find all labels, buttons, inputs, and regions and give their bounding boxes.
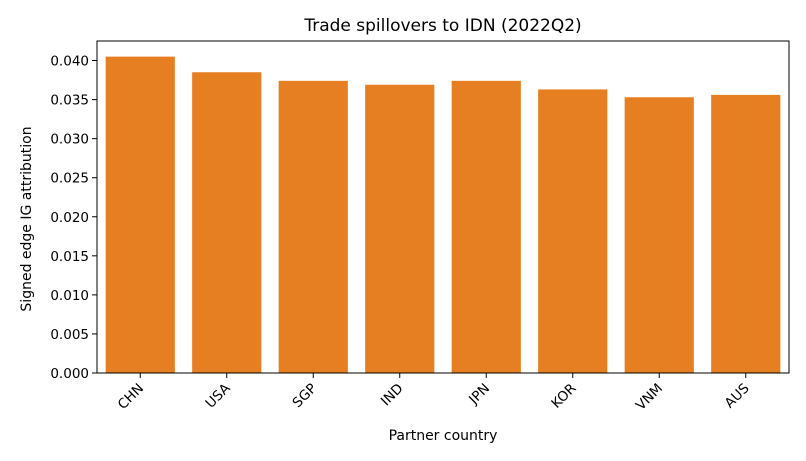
y-tick-label: 0.010 — [50, 288, 89, 304]
bars — [105, 56, 781, 374]
bar-usa — [192, 72, 262, 373]
bar-kor — [538, 89, 608, 374]
y-tick-label: 0.030 — [50, 132, 89, 148]
x-tick-label-chn: CHN — [115, 381, 147, 413]
y-tick-label: 0.020 — [50, 210, 89, 226]
y-axis-label: Signed edge IG attribution — [19, 126, 35, 311]
x-axis: CHN USA SGP IND JPN KOR VNM AUS — [115, 373, 753, 414]
bar-sgp — [278, 80, 348, 373]
x-axis-label: Partner country — [389, 428, 498, 444]
bar-jpn — [451, 80, 521, 373]
bar-vnm — [624, 97, 694, 374]
plot-frame — [96, 40, 790, 374]
x-tick-label-kor: KOR — [548, 381, 579, 412]
bar-aus — [711, 94, 781, 373]
x-tick-label-vnm: VNM — [633, 381, 666, 414]
y-tick-label: 0.000 — [50, 366, 89, 382]
x-tick-label-sgp: SGP — [290, 381, 321, 412]
y-tick-label: 0.040 — [50, 54, 89, 70]
chart-title: Trade spillovers to IDN (2022Q2) — [303, 16, 581, 36]
x-tick-label-ind: IND — [378, 381, 407, 410]
y-tick-label: 0.005 — [50, 327, 89, 343]
x-tick-label-jpn: JPN — [465, 381, 493, 409]
x-tick-label-usa: USA — [203, 380, 235, 412]
y-axis: 0.000 0.005 0.010 0.015 0.020 0.025 0.030 0.035… — [50, 54, 97, 382]
y-tick-label: 0.015 — [50, 249, 89, 265]
bar-ind — [365, 84, 435, 373]
bar-chn — [105, 56, 175, 373]
y-tick-label: 0.035 — [50, 93, 89, 109]
x-tick-label-aus: AUS — [722, 381, 753, 412]
y-tick-label: 0.025 — [50, 171, 89, 187]
